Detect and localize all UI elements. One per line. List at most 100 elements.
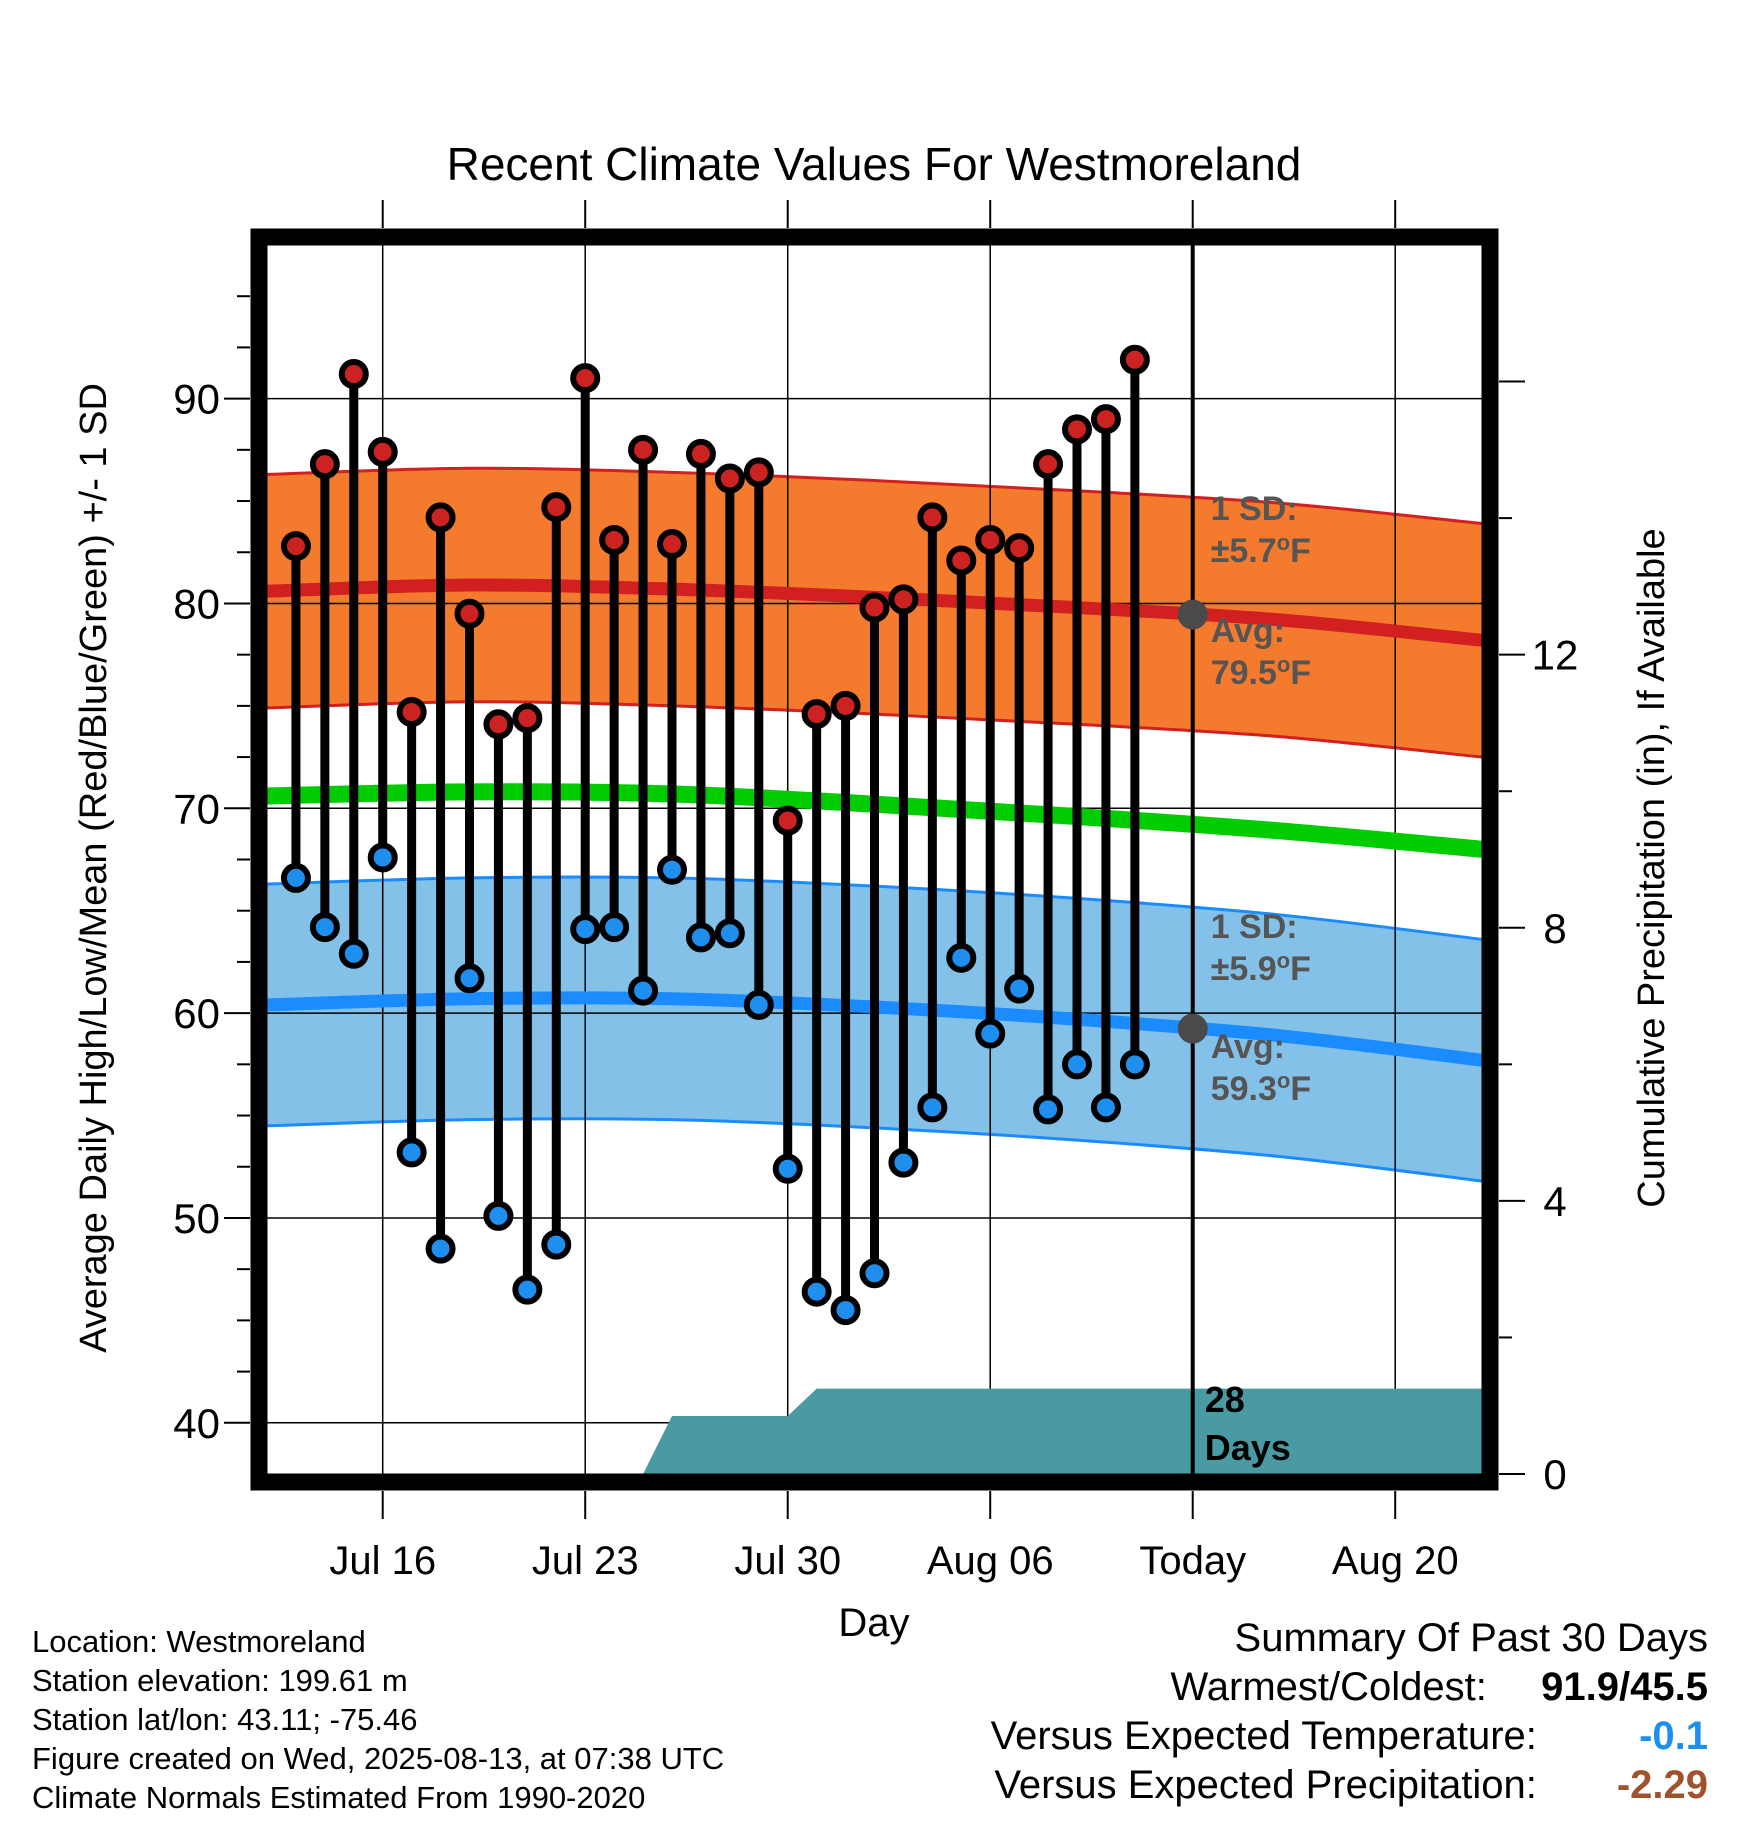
high-point bbox=[396, 697, 427, 728]
high-point bbox=[309, 449, 340, 480]
y-axis-label: Average Daily High/Low/Mean (Red/Blue/Gr… bbox=[73, 383, 115, 1353]
x-axis-label: Day bbox=[838, 1601, 909, 1645]
low-point bbox=[1090, 1092, 1121, 1123]
high-sd-value: ±5.7oF bbox=[1211, 530, 1311, 571]
y-tick-label: 90 bbox=[173, 376, 220, 423]
low-point bbox=[425, 1233, 456, 1264]
summary-title: Summary Of Past 30 Days bbox=[1234, 1616, 1708, 1660]
low-point bbox=[1119, 1049, 1150, 1080]
y2-tick-label: 8 bbox=[1543, 905, 1566, 952]
x-tick-label: Jul 23 bbox=[532, 1539, 639, 1583]
high-point bbox=[1062, 414, 1092, 445]
low-point bbox=[599, 912, 630, 943]
low-point bbox=[512, 1274, 543, 1305]
low-sd-value: ±5.9oF bbox=[1211, 948, 1311, 989]
high-point bbox=[685, 438, 716, 469]
high-avg-value: 79.5oF bbox=[1211, 652, 1311, 693]
y-tick-label: 50 bbox=[173, 1195, 220, 1242]
high-point bbox=[280, 531, 311, 562]
high-sd-band-upper-edge bbox=[267, 466, 1482, 526]
low-point bbox=[946, 942, 977, 973]
low-point bbox=[1004, 973, 1035, 1004]
created-text: Figure created on Wed, 2025-08-13, at 07… bbox=[32, 1741, 725, 1776]
x-tick-label: Jul 16 bbox=[329, 1539, 436, 1583]
plot-frame bbox=[250, 228, 1499, 1491]
high-point bbox=[743, 457, 774, 488]
low-point bbox=[280, 862, 311, 893]
summary-temperature: Versus Expected Temperature: -0.1 bbox=[991, 1712, 1708, 1761]
high-point bbox=[917, 502, 948, 533]
x-tick-label: Today bbox=[1139, 1539, 1246, 1583]
precipitation-area bbox=[643, 1388, 1482, 1474]
high-point bbox=[541, 492, 572, 523]
days-label: Days bbox=[1205, 1427, 1291, 1468]
low-avg-title: Avg: bbox=[1211, 1028, 1285, 1066]
y2-tick-label: 0 bbox=[1543, 1451, 1566, 1498]
daily-markers bbox=[280, 344, 1150, 1326]
y2-tick-label: 12 bbox=[1532, 632, 1579, 679]
summary-panel: Summary Of Past 30 Days Warmest/Coldest:… bbox=[991, 1614, 1708, 1810]
high-point bbox=[367, 436, 398, 467]
low-point bbox=[1033, 1094, 1064, 1125]
low-point bbox=[1062, 1049, 1092, 1080]
high-point bbox=[338, 359, 369, 390]
high-point bbox=[1119, 344, 1150, 375]
high-point bbox=[801, 699, 832, 730]
y-tick-label: 60 bbox=[173, 990, 220, 1037]
y2-axis-label: Cumulative Precipitation (in), If Availa… bbox=[1631, 528, 1673, 1207]
warmest-coldest-value: 91.9/45.5 bbox=[1541, 1665, 1708, 1709]
today-high-avg-marker bbox=[1177, 599, 1208, 630]
x-tick-label: Aug 20 bbox=[1332, 1539, 1459, 1583]
axes: 40 50 60 70 80 90 0 4 8 12 Jul 16 Jul 23 Jul 30 Aug 0… bbox=[173, 200, 1578, 1583]
high-point bbox=[483, 709, 514, 740]
high-point bbox=[1090, 404, 1121, 435]
high-point bbox=[512, 703, 543, 734]
precip-value: -2.29 bbox=[1616, 1763, 1708, 1807]
low-point bbox=[714, 918, 745, 949]
low-point bbox=[830, 1295, 861, 1326]
low-point bbox=[454, 963, 485, 994]
low-point bbox=[338, 938, 369, 969]
precip-label: Versus Expected Precipitation: bbox=[994, 1763, 1537, 1807]
high-point bbox=[425, 502, 456, 533]
low-point bbox=[917, 1092, 948, 1123]
warmest-coldest-label: Warmest/Coldest: bbox=[1170, 1665, 1487, 1709]
x-tick-label: Jul 30 bbox=[734, 1539, 841, 1583]
high-point bbox=[1033, 449, 1064, 480]
low-point bbox=[743, 989, 774, 1020]
low-point bbox=[975, 1018, 1006, 1049]
low-point bbox=[628, 975, 659, 1006]
high-point bbox=[1004, 533, 1035, 564]
high-point bbox=[888, 584, 919, 615]
y-tick-label: 80 bbox=[173, 580, 220, 627]
y-tick-label: 70 bbox=[173, 785, 220, 832]
high-point bbox=[628, 434, 659, 465]
temp-label: Versus Expected Temperature: bbox=[990, 1714, 1537, 1758]
days-count: 28 bbox=[1205, 1379, 1245, 1420]
low-point bbox=[367, 842, 398, 873]
low-point bbox=[685, 922, 716, 953]
high-avg-title: Avg: bbox=[1211, 612, 1285, 650]
low-point bbox=[483, 1200, 514, 1231]
low-point bbox=[859, 1258, 890, 1289]
high-point bbox=[859, 592, 890, 623]
chart-title: Recent Climate Values For Westmoreland bbox=[447, 138, 1302, 190]
high-point bbox=[975, 524, 1006, 555]
summary-precipitation: Versus Expected Precipitation: -2.29 bbox=[991, 1761, 1708, 1810]
low-point bbox=[309, 912, 340, 943]
today-low-avg-marker bbox=[1177, 1013, 1208, 1044]
low-point bbox=[541, 1229, 572, 1260]
high-sd-title: 1 SD: bbox=[1211, 490, 1298, 528]
y2-tick-label: 4 bbox=[1543, 1178, 1566, 1225]
high-point bbox=[454, 598, 485, 629]
high-point bbox=[772, 805, 803, 836]
high-point bbox=[599, 524, 630, 555]
low-avg-value: 59.3oF bbox=[1211, 1068, 1311, 1109]
y-tick-label: 40 bbox=[173, 1400, 220, 1447]
x-tick-label: Aug 06 bbox=[927, 1539, 1054, 1583]
latlon-text: Station lat/lon: 43.11; -75.46 bbox=[32, 1702, 418, 1737]
summary-warmest-coldest: Warmest/Coldest: 91.9/45.5 bbox=[991, 1663, 1709, 1712]
high-point bbox=[830, 690, 861, 721]
